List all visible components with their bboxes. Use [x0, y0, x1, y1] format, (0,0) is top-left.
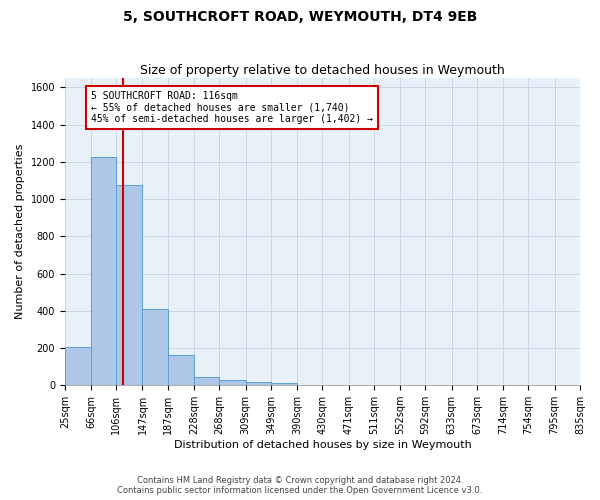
- Text: 5, SOUTHCROFT ROAD, WEYMOUTH, DT4 9EB: 5, SOUTHCROFT ROAD, WEYMOUTH, DT4 9EB: [123, 10, 477, 24]
- Bar: [65, 347, 91, 385]
- Y-axis label: Number of detached properties: Number of detached properties: [15, 144, 25, 320]
- X-axis label: Distribution of detached houses by size in Weymouth: Distribution of detached houses by size …: [173, 440, 472, 450]
- Title: Size of property relative to detached houses in Weymouth: Size of property relative to detached ho…: [140, 64, 505, 77]
- Bar: [220, 380, 245, 385]
- Bar: [168, 356, 194, 385]
- Bar: [116, 185, 142, 385]
- Bar: [271, 383, 297, 385]
- Bar: [142, 309, 168, 385]
- Text: Contains HM Land Registry data © Crown copyright and database right 2024.
Contai: Contains HM Land Registry data © Crown c…: [118, 476, 482, 495]
- Bar: [91, 158, 116, 385]
- Bar: [245, 382, 271, 385]
- Text: 5 SOUTHCROFT ROAD: 116sqm
← 55% of detached houses are smaller (1,740)
45% of se: 5 SOUTHCROFT ROAD: 116sqm ← 55% of detac…: [91, 91, 373, 124]
- Bar: [194, 377, 220, 385]
